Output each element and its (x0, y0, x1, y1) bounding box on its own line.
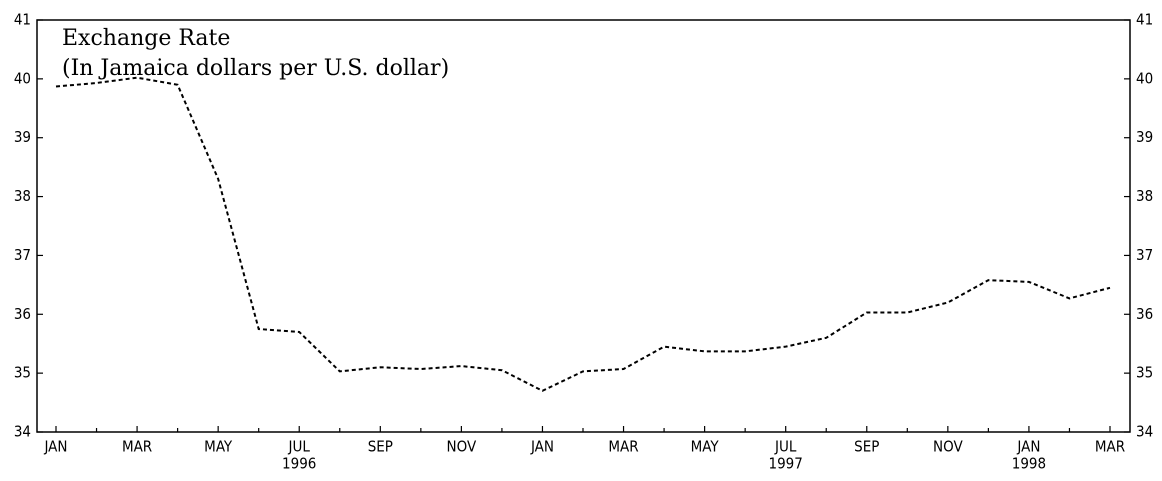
y2-tick-label: 34 (1136, 423, 1153, 441)
x-tick-label: SEP (854, 438, 879, 456)
y2-tick-label: 36 (1136, 305, 1153, 323)
y-tick-label: 34 (14, 423, 31, 441)
x-tick-label: NOV (447, 438, 477, 456)
y-tick-label: 39 (14, 128, 31, 146)
y-tick-label: 40 (14, 69, 31, 87)
x-tick-label: JUL (774, 438, 797, 456)
plot-frame (36, 19, 1131, 433)
x-year-label: 1996 (282, 455, 316, 473)
x-year-label: 1998 (1012, 455, 1046, 473)
y-tick-label: 37 (14, 246, 31, 264)
x-tick-label: NOV (933, 438, 963, 456)
x-tick-label: MAR (122, 438, 152, 456)
y2-tick-label: 37 (1136, 246, 1153, 264)
y2-tick-label: 41 (1136, 11, 1153, 29)
y2-tick-label: 38 (1136, 187, 1153, 205)
x-tick-label: JAN (530, 438, 554, 456)
y-tick-label: 38 (14, 187, 31, 205)
x-tick-label: JAN (43, 438, 67, 456)
x-tick-label: SEP (368, 438, 393, 456)
x-tick-label: JUL (288, 438, 311, 456)
chart-subtitle: (In Jamaica dollars per U.S. dollar) (62, 56, 449, 81)
chart-title: Exchange Rate (62, 26, 230, 51)
y2-tick-label: 39 (1136, 128, 1153, 146)
y-tick-label: 35 (14, 364, 31, 382)
x-year-label: 1997 (769, 455, 803, 473)
data-line (55, 76, 1111, 392)
x-tick-label: JAN (1016, 438, 1040, 456)
y2-tick-label: 40 (1136, 69, 1153, 87)
x-tick-label: MAY (691, 438, 720, 456)
y-tick-label: 41 (14, 11, 31, 29)
x-tick-label: MAR (608, 438, 638, 456)
x-tick-label: MAR (1095, 438, 1125, 456)
x-tick-label: MAY (204, 438, 233, 456)
y-tick-label: 36 (14, 305, 31, 323)
y2-tick-label: 35 (1136, 364, 1153, 382)
